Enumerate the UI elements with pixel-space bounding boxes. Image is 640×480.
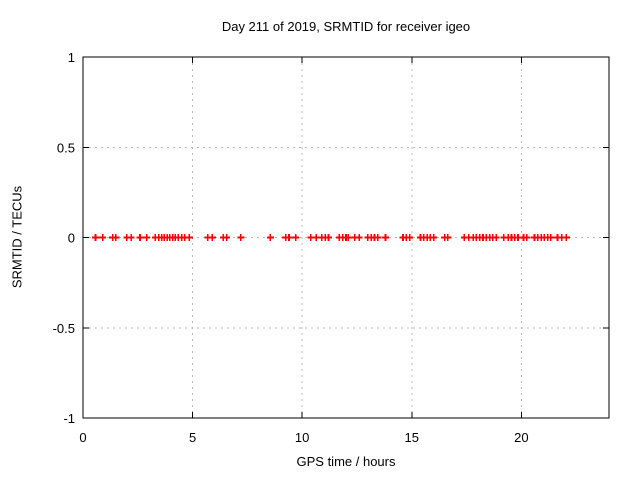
data-point-marker <box>406 234 414 241</box>
data-point-marker <box>374 234 382 241</box>
data-point-marker <box>285 234 293 241</box>
x-tick-label: 15 <box>405 430 419 445</box>
data-point-marker <box>223 234 231 241</box>
data-point-marker <box>292 234 300 241</box>
x-tick-label: 10 <box>295 430 309 445</box>
data-point-marker <box>355 234 363 241</box>
data-point-marker <box>136 234 144 241</box>
y-tick-label: 0 <box>68 231 75 246</box>
data-point-marker <box>112 234 120 241</box>
y-tick-label: -0.5 <box>53 321 75 336</box>
x-tick-label: 0 <box>79 430 86 445</box>
chart-title: Day 211 of 2019, SRMTID for receiver ige… <box>221 19 471 34</box>
x-tick-label: 5 <box>189 430 196 445</box>
data-point-marker <box>562 234 570 241</box>
data-point-marker <box>344 234 352 241</box>
data-point-marker <box>185 234 193 241</box>
x-axis-title: GPS time / hours <box>296 454 396 469</box>
data-point-marker <box>143 234 151 241</box>
y-tick-label: -1 <box>63 411 75 426</box>
data-point-marker <box>99 234 107 241</box>
data-point-marker <box>91 234 99 241</box>
y-tick-label: 0.5 <box>57 140 75 155</box>
data-point-marker <box>266 234 274 241</box>
data-point-marker <box>208 234 216 241</box>
data-point-marker <box>324 234 332 241</box>
data-point-marker <box>523 234 531 241</box>
data-point-marker <box>237 234 245 241</box>
y-tick-label: 1 <box>68 50 75 65</box>
data-point-marker <box>547 234 555 241</box>
data-point-marker <box>430 234 438 241</box>
data-point-marker <box>127 234 135 241</box>
data-point-marker <box>444 234 452 241</box>
x-tick-label: 20 <box>514 430 528 445</box>
data-point-marker <box>381 234 389 241</box>
data-point-marker <box>492 234 500 241</box>
